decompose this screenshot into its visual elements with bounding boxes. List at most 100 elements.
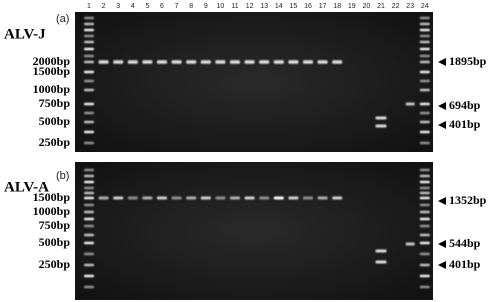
band	[419, 34, 430, 38]
band	[405, 242, 415, 246]
band	[157, 196, 167, 200]
band	[84, 88, 94, 92]
band	[419, 252, 430, 256]
lane-number: 21	[377, 3, 385, 10]
band	[419, 47, 430, 51]
size-marker-left: 1500bp	[33, 190, 71, 204]
band	[332, 60, 343, 64]
band	[419, 40, 430, 44]
band	[84, 285, 94, 289]
band	[419, 186, 430, 190]
size-marker-left: 1000bp	[33, 204, 71, 218]
lane-number: 12	[246, 3, 254, 10]
band	[419, 203, 430, 207]
band	[419, 120, 430, 124]
gel-b	[75, 162, 433, 300]
band	[317, 60, 328, 64]
size-marker-left: 1000bp	[33, 82, 71, 96]
band	[419, 79, 430, 83]
size-marker-right: 401bp	[449, 257, 481, 271]
lane-number: 9	[204, 3, 208, 10]
size-marker-left: 750bp	[39, 96, 71, 110]
band	[288, 196, 299, 200]
lane-number: 3	[116, 3, 120, 10]
band	[244, 60, 255, 64]
band	[419, 191, 430, 195]
size-marker-left: 250bp	[39, 135, 71, 149]
bands	[84, 16, 430, 289]
marker-arrow	[438, 261, 446, 269]
marker-arrow	[438, 240, 446, 248]
size-marker-left: 500bp	[39, 114, 71, 128]
size-marker-right: 1895bp	[449, 54, 487, 68]
band	[84, 217, 94, 221]
lane-number: 15	[290, 3, 298, 10]
band	[332, 196, 343, 200]
band	[84, 203, 94, 207]
band	[419, 285, 430, 289]
lane-number: 7	[175, 3, 179, 10]
band	[113, 196, 124, 200]
band	[419, 70, 430, 74]
band	[84, 40, 94, 44]
size-marker-left: 750bp	[39, 218, 71, 232]
lane-number: 16	[304, 3, 312, 10]
band	[84, 174, 94, 178]
band	[84, 79, 94, 83]
band	[84, 34, 94, 38]
band	[273, 196, 284, 200]
band	[419, 274, 430, 278]
band	[419, 263, 430, 267]
band	[419, 217, 430, 221]
band	[186, 60, 197, 64]
band	[84, 47, 94, 51]
band	[84, 54, 94, 58]
band	[142, 196, 153, 200]
size-marker-left: 1500bp	[33, 64, 71, 78]
lane-number: 11	[231, 3, 238, 10]
band	[405, 102, 415, 106]
band	[200, 60, 211, 64]
band	[84, 241, 94, 245]
size-marker-left: 2000bp	[33, 54, 71, 68]
band	[84, 233, 94, 237]
band	[84, 120, 94, 124]
lane-number: 20	[363, 3, 371, 10]
lane-number: 17	[319, 3, 327, 10]
band	[84, 210, 94, 214]
band	[375, 116, 387, 120]
band	[317, 196, 328, 200]
band	[84, 224, 94, 228]
lane-number: 24	[421, 3, 429, 10]
band	[303, 196, 313, 200]
band	[84, 16, 94, 20]
band	[419, 180, 430, 184]
band	[84, 191, 94, 195]
lane-number: 1	[87, 3, 91, 10]
lane-number: 4	[131, 3, 135, 10]
band	[419, 60, 430, 64]
band	[84, 28, 94, 32]
lane-number: 5	[145, 3, 149, 10]
band	[419, 28, 430, 32]
band	[419, 22, 430, 26]
band	[142, 60, 153, 64]
band	[84, 180, 94, 184]
band	[419, 233, 430, 237]
lane-number: 19	[348, 3, 356, 10]
band	[419, 111, 430, 115]
band	[419, 224, 430, 228]
marker-arrow	[438, 58, 446, 66]
band	[171, 60, 182, 64]
gel-a	[75, 12, 433, 152]
band	[84, 102, 94, 106]
panel-tag: (a)	[56, 13, 69, 25]
band	[84, 60, 94, 64]
size-marker-right: 401bp	[449, 117, 481, 131]
band	[84, 186, 94, 190]
lane-number: 8	[189, 3, 193, 10]
band	[419, 102, 430, 106]
band	[113, 60, 124, 64]
band	[215, 196, 226, 200]
